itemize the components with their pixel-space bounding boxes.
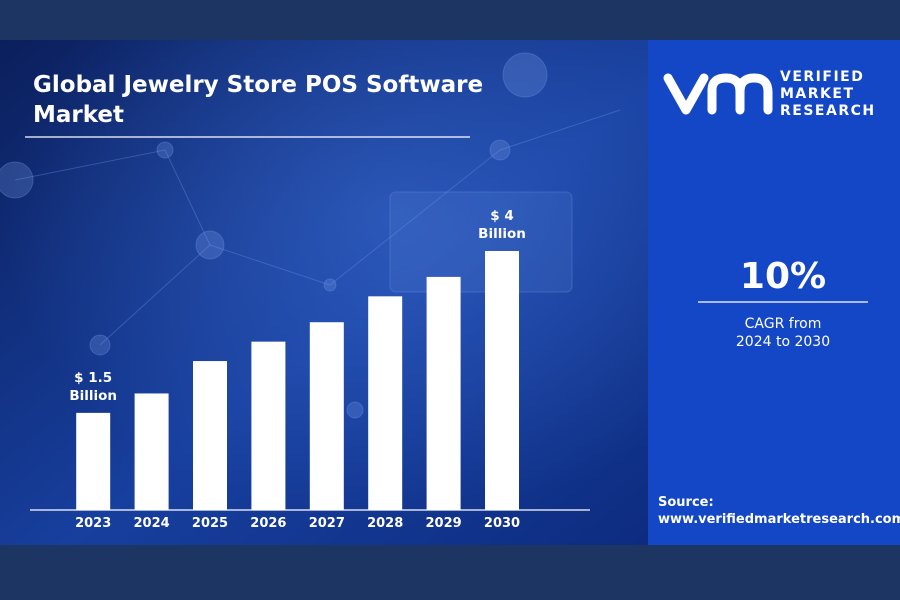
brand-line: RESEARCH: [780, 103, 876, 119]
brand-logo: [663, 73, 773, 115]
x-tick-label: 2028: [367, 516, 403, 531]
x-tick-label: 2026: [250, 516, 286, 531]
bar: [251, 341, 286, 510]
x-tick-label: 2024: [134, 516, 170, 531]
x-tick-label: 2023: [75, 516, 111, 531]
source-url: www.verifiedmarketresearch.com: [658, 512, 900, 527]
chart-title: Market: [33, 102, 124, 128]
bar: [426, 276, 461, 510]
bar: [134, 393, 169, 510]
stat-caption: CAGR from: [745, 316, 822, 332]
value-label: $ 1.5 Billion: [69, 369, 118, 404]
bar: [485, 251, 519, 510]
source-label: Source:: [658, 495, 714, 510]
x-tick-label: 2027: [309, 516, 345, 531]
bar: [193, 361, 227, 510]
side-panel: [648, 40, 900, 545]
value-label: $ 4 Billion: [478, 208, 526, 242]
bar: [309, 322, 344, 510]
x-tick-label: 2030: [484, 516, 520, 531]
network-decoration: [0, 52, 621, 419]
bar: [76, 412, 111, 510]
brand-line: VERIFIED: [780, 69, 864, 85]
brand-line: MARKET: [780, 86, 855, 102]
stat-caption: 2024 to 2030: [736, 334, 830, 350]
x-tick-label: 2029: [426, 516, 462, 531]
chart-title: Global Jewelry Store POS Software: [33, 72, 483, 98]
stat-value: 10%: [740, 256, 826, 297]
x-tick-label: 2025: [192, 516, 228, 531]
bar: [368, 296, 403, 510]
